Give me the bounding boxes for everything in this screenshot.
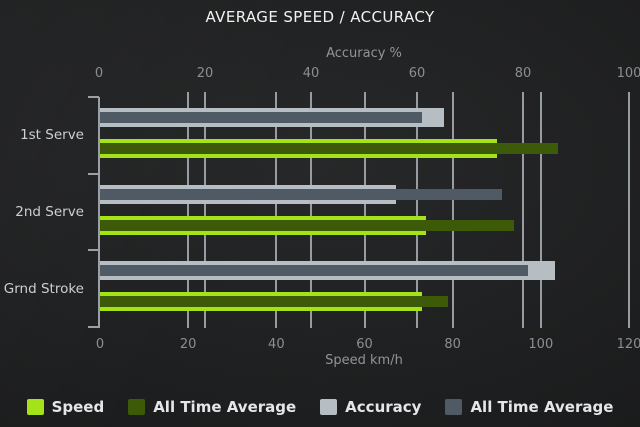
legend-label: All Time Average [153, 398, 297, 416]
legend-item: All Time Average [128, 398, 296, 416]
y-axis-group-tick [88, 326, 99, 328]
speed-axis-title: Speed km/h [325, 353, 403, 368]
category-label: 1st Serve [20, 127, 84, 144]
bar-speed-average [100, 219, 515, 231]
accuracy-gridline [416, 92, 418, 328]
accuracy-tick-label: 20 [196, 66, 214, 81]
legend-swatch-icon [26, 399, 44, 415]
accuracy-gridline [310, 92, 312, 328]
bar-speed-average [100, 296, 449, 308]
y-axis-group-tick [88, 249, 99, 252]
speed-gridline [275, 92, 278, 328]
bar-accuracy-average [100, 112, 423, 123]
category-label: 2nd Serve [15, 204, 84, 220]
bar-accuracy-average [100, 188, 502, 200]
speed-gridline [539, 92, 542, 328]
legend: Speed All Time Average Accuracy All Time Av… [0, 398, 640, 416]
speed-tick-label: 40 [268, 337, 285, 352]
accuracy-tick-label: 0 [94, 66, 104, 81]
legend-label: All Time Average [470, 398, 614, 416]
accuracy-gridline [204, 92, 206, 328]
bar-accuracy-average [100, 265, 529, 277]
y-axis-group-tick [88, 172, 99, 175]
speed-gridline [451, 92, 454, 328]
accuracy-gridline [628, 92, 630, 328]
accuracy-tick-label: 80 [514, 66, 532, 81]
legend-swatch-icon [128, 399, 146, 415]
legend-swatch-icon [320, 399, 338, 415]
accuracy-gridline [522, 92, 524, 328]
y-axis-group-tick [88, 96, 99, 98]
legend-label: Accuracy [345, 398, 422, 416]
y-axis-line [98, 97, 100, 328]
legend-item: Speed [26, 398, 105, 416]
speed-tick-label: 20 [179, 337, 197, 352]
speed-tick-label: 60 [356, 337, 373, 352]
legend-swatch-icon [445, 399, 463, 415]
legend-label: Speed [51, 398, 105, 416]
speed-tick-label: 80 [444, 337, 461, 352]
category-label: Grnd Stroke [3, 280, 84, 297]
speed-tick-label: 120 [616, 337, 640, 352]
bar-speed-average [100, 143, 559, 154]
speed-gridline [363, 92, 366, 328]
accuracy-tick-label: 40 [302, 66, 320, 81]
speed-gridline [187, 92, 190, 328]
accuracy-tick-label: 100 [616, 66, 640, 81]
legend-item: All Time Average [445, 398, 613, 416]
speed-tick-label: 100 [528, 337, 554, 352]
accuracy-tick-label: 60 [408, 66, 426, 81]
speed-tick-label: 0 [95, 337, 105, 352]
chart-title: AVERAGE SPEED / ACCURACY [205, 8, 435, 26]
legend-item: Accuracy [320, 398, 421, 416]
accuracy-axis-title: Accuracy % [326, 46, 402, 61]
